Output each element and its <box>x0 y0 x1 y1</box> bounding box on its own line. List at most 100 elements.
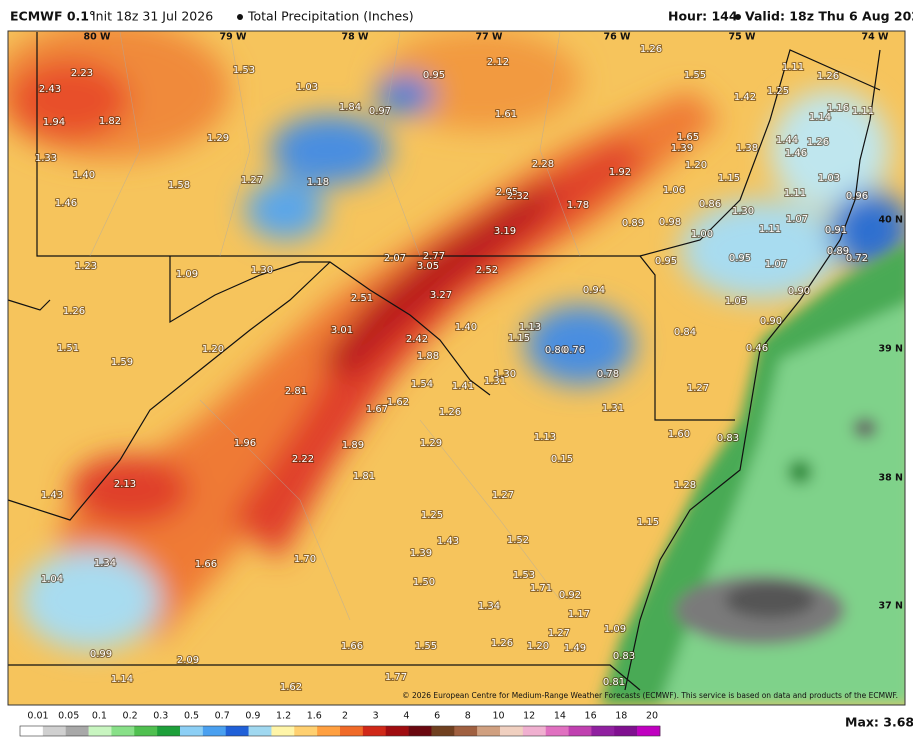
point-labels: 2.23 2.43 1.94 1.82 1.53 1.03 1.84 0.97 0.95 2.12… <box>34 43 875 694</box>
colorbar-frame <box>19 725 661 737</box>
colorbar-swatch <box>431 726 455 736</box>
precip-value: 1.66 <box>195 559 217 570</box>
precip-value: 1.30 <box>251 265 273 276</box>
longitude-label: 75 W <box>728 32 756 43</box>
colorbar-swatch <box>111 726 135 736</box>
colorbar-swatch <box>340 726 364 736</box>
precip-value: 1.46 <box>55 198 77 209</box>
precip-value: 0.90 <box>788 286 810 297</box>
separator <box>735 14 741 20</box>
precip-value: 1.50 <box>413 577 435 588</box>
precip-value: 1.15 <box>508 333 530 344</box>
precip-value: 1.20 <box>685 160 707 171</box>
init-time: Init 18z 31 Jul 2026 <box>92 9 213 24</box>
colorbar-swatch <box>180 726 204 736</box>
longitude-label: 79 W <box>219 32 247 43</box>
precip-value: 1.59 <box>111 357 133 368</box>
colorbar-label: 14 <box>554 711 566 722</box>
precip-value: 1.26 <box>63 306 85 317</box>
precip-value: 1.96 <box>234 438 256 449</box>
colorbar-label: 12 <box>523 711 535 722</box>
precip-value: 1.15 <box>718 173 740 184</box>
precip-value: 2.23 <box>71 68 93 79</box>
colorbar-swatch <box>65 726 89 736</box>
precip-value: 1.15 <box>637 517 659 528</box>
precip-value: 2.32 <box>507 191 529 202</box>
colorbar-label: 0.1 <box>92 711 107 722</box>
precip-value: 0.46 <box>746 343 768 354</box>
colorbar-swatch <box>362 726 387 736</box>
precip-value: 0.91 <box>825 225 847 236</box>
precip-value: 1.26 <box>439 407 461 418</box>
colorbar-swatch <box>294 726 318 736</box>
colorbar: 0.01 0.05 0.1 0.2 0.3 0.5 0.7 0.9 1.2 1.6 2 3 4 6 8 10 1… <box>19 711 661 737</box>
precip-value: 0.95 <box>423 70 445 81</box>
precip-value: 1.53 <box>233 65 255 76</box>
model-name: ECMWF 0.1° <box>10 9 95 24</box>
precip-value: 1.17 <box>568 609 590 620</box>
precip-value: 1.11 <box>852 106 874 117</box>
precip-value: 0.94 <box>583 285 605 296</box>
colorbar-swatch <box>317 726 341 736</box>
colorbar-swatch <box>271 726 295 736</box>
longitude-label: 76 W <box>603 32 631 43</box>
colorbar-label: 18 <box>615 711 627 722</box>
precip-value: 0.83 <box>717 433 739 444</box>
county-borders <box>89 31 581 621</box>
colorbar-label: 10 <box>492 711 504 722</box>
precip-value: 0.89 <box>827 246 849 257</box>
precip-value: 1.13 <box>534 432 556 443</box>
precip-value: 1.92 <box>609 167 631 178</box>
colorbar-swatch <box>614 726 638 736</box>
precip-value: 1.43 <box>437 536 459 547</box>
precip-value: 1.11 <box>782 62 804 73</box>
precip-value: 2.77 <box>423 251 445 262</box>
colorbar-swatch <box>637 726 661 736</box>
precip-value: 0.76 <box>563 345 585 356</box>
colorbar-label: 20 <box>646 711 658 722</box>
colorbar-label: 2 <box>342 711 348 722</box>
precip-value: 0.95 <box>655 256 677 267</box>
precip-value: 3.19 <box>494 226 516 237</box>
precip-value: 1.39 <box>671 143 693 154</box>
precip-value: 1.40 <box>73 170 95 181</box>
latitude-label: 40 N <box>879 215 904 226</box>
colorbar-label: 1.6 <box>307 711 322 722</box>
precip-value: 1.55 <box>684 70 706 81</box>
precip-value: 1.46 <box>785 148 807 159</box>
precip-value: 1.94 <box>43 117 65 128</box>
precip-value: 1.03 <box>818 173 840 184</box>
precip-value: 1.04 <box>41 574 63 585</box>
separator <box>237 14 243 20</box>
colorbar-label: 0.01 <box>27 711 48 722</box>
precip-value: 1.25 <box>767 86 789 97</box>
longitude-label: 80 W <box>83 32 111 43</box>
precip-value: 0.72 <box>846 253 868 264</box>
precip-value: 1.06 <box>663 185 685 196</box>
precip-value: 0.84 <box>674 327 696 338</box>
precip-value: 3.27 <box>430 290 452 301</box>
precip-value: 1.20 <box>527 641 549 652</box>
precip-field <box>8 31 905 705</box>
precip-value: 1.20 <box>202 344 224 355</box>
precip-value: 2.13 <box>114 479 136 490</box>
colorbar-swatch <box>568 726 592 736</box>
precip-value: 1.43 <box>41 490 63 501</box>
precip-value: 1.27 <box>548 628 570 639</box>
precip-value: 1.42 <box>734 92 756 103</box>
precip-value: 1.34 <box>94 558 116 569</box>
precip-value: 3.01 <box>331 325 353 336</box>
colorbar-swatch <box>591 726 615 736</box>
latitude-label: 37 N <box>879 601 904 612</box>
precip-value: 0.92 <box>559 590 581 601</box>
precip-value: 1.29 <box>207 133 229 144</box>
precip-value: 0.99 <box>90 649 112 660</box>
state-borders <box>7 32 881 691</box>
colorbar-swatch <box>522 726 547 736</box>
forecast-hour: Hour: 144 <box>668 9 738 24</box>
precip-value: 1.05 <box>725 296 747 307</box>
precip-value: 1.38 <box>736 143 758 154</box>
precip-value: 0.95 <box>729 253 751 264</box>
colorbar-swatch <box>134 726 158 736</box>
